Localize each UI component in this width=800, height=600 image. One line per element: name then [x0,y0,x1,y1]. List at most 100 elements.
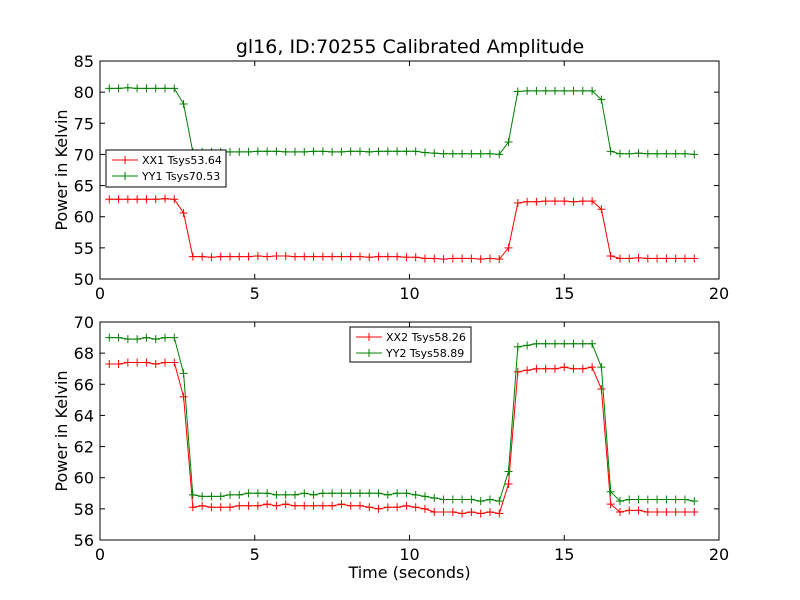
data-point-marker [653,149,662,158]
y-tick-label: 60 [74,208,94,227]
top-chart: 0 5 10 15 20 50 55 60 65 70 75 80 85 Power in Kelvin X… [52,52,729,303]
data-point-marker [198,252,207,261]
data-point-marker [123,83,132,92]
data-point-marker [235,490,244,499]
y-axis-label: Power in Kelvin [52,370,71,491]
legend-swatch-marker [121,156,129,164]
data-point-marker [467,507,476,516]
data-point-marker [420,504,429,513]
data-point-marker [346,147,355,156]
data-point-marker [523,366,532,375]
data-point-marker [550,364,559,373]
data-point-marker [476,497,485,506]
data-point-marker [420,254,429,263]
data-point-marker [430,149,439,158]
data-point-marker [560,363,569,372]
data-point-marker [290,147,299,156]
data-point-marker [300,147,309,156]
data-point-marker [634,495,643,504]
y-axis-label: Power in Kelvin [52,109,71,230]
data-point-marker [588,197,597,206]
data-point-marker [578,364,587,373]
x-tick-label: 15 [554,545,574,564]
legend-entry-label: XX1 Tsys53.64 [142,154,222,167]
data-point-marker [272,490,281,499]
data-point-marker [133,358,142,367]
data-point-marker [643,149,652,158]
data-point-marker [198,492,207,501]
y-tick-label: 68 [74,344,94,363]
data-point-marker [272,501,281,510]
series-line [109,198,695,260]
y-tick-label: 64 [74,406,94,425]
data-point-marker [216,252,225,261]
data-point-marker [207,492,216,501]
data-point-marker [662,149,671,158]
data-point-marker [485,149,494,158]
data-point-marker [151,84,160,93]
data-point-marker [272,147,281,156]
data-point-marker [383,252,392,261]
data-point-marker [597,363,606,372]
data-point-marker [532,197,541,206]
data-point-marker [569,339,578,348]
data-point-marker [430,254,439,263]
legend-swatch-marker [365,349,373,357]
data-point-marker [523,341,532,350]
data-point-marker [625,254,634,263]
x-tick-label: 5 [250,545,260,564]
data-point-marker [346,489,355,498]
data-point-marker [188,252,197,261]
data-point-marker [309,501,318,510]
y-tick-label: 56 [74,531,94,550]
data-point-marker [523,197,532,206]
legend-entry-label: YY1 Tsys70.53 [141,170,220,183]
x-tick-label: 0 [95,545,105,564]
data-point-marker [170,333,179,342]
data-point-marker [179,208,188,217]
data-point-marker [123,195,132,204]
data-point-marker [495,150,504,159]
data-point-marker [448,254,457,263]
data-point-marker [133,84,142,93]
data-point-marker [467,495,476,504]
chart-title: gl16, ID:70255 Calibrated Amplitude [236,36,584,58]
legend-box [105,149,227,188]
data-point-marker [198,501,207,510]
data-point-marker [578,86,587,95]
data-point-marker [523,86,532,95]
legend-entry-label: YY2 Tsys58.89 [385,347,464,360]
data-point-marker [160,358,169,367]
legend-swatch-marker [365,333,373,341]
data-point-marker [458,254,467,263]
series-line [109,337,695,502]
data-point-marker [578,339,587,348]
data-point-marker [606,500,615,509]
data-point-marker [337,252,346,261]
data-point-marker [290,252,299,261]
data-point-marker [430,493,439,502]
data-point-marker [634,253,643,262]
data-point-marker [393,503,402,512]
data-point-marker [281,147,290,156]
data-point-marker [588,363,597,372]
data-point-marker [495,255,504,264]
data-point-marker [393,489,402,498]
data-point-marker [300,252,309,261]
data-point-marker [615,497,624,506]
data-point-marker [615,507,624,516]
data-point-marker [597,95,606,104]
data-point-marker [513,367,522,376]
data-point-marker [160,84,169,93]
data-point-marker [588,339,597,348]
series-xx2 [105,358,699,518]
data-point-marker [690,150,699,159]
data-point-marker [383,147,392,156]
data-point-marker [532,364,541,373]
data-point-marker [458,495,467,504]
data-point-marker [365,489,374,498]
data-point-marker [653,254,662,263]
x-axis-label: Time (seconds) [347,563,470,582]
data-point-marker [476,255,485,264]
data-point-marker [188,503,197,512]
